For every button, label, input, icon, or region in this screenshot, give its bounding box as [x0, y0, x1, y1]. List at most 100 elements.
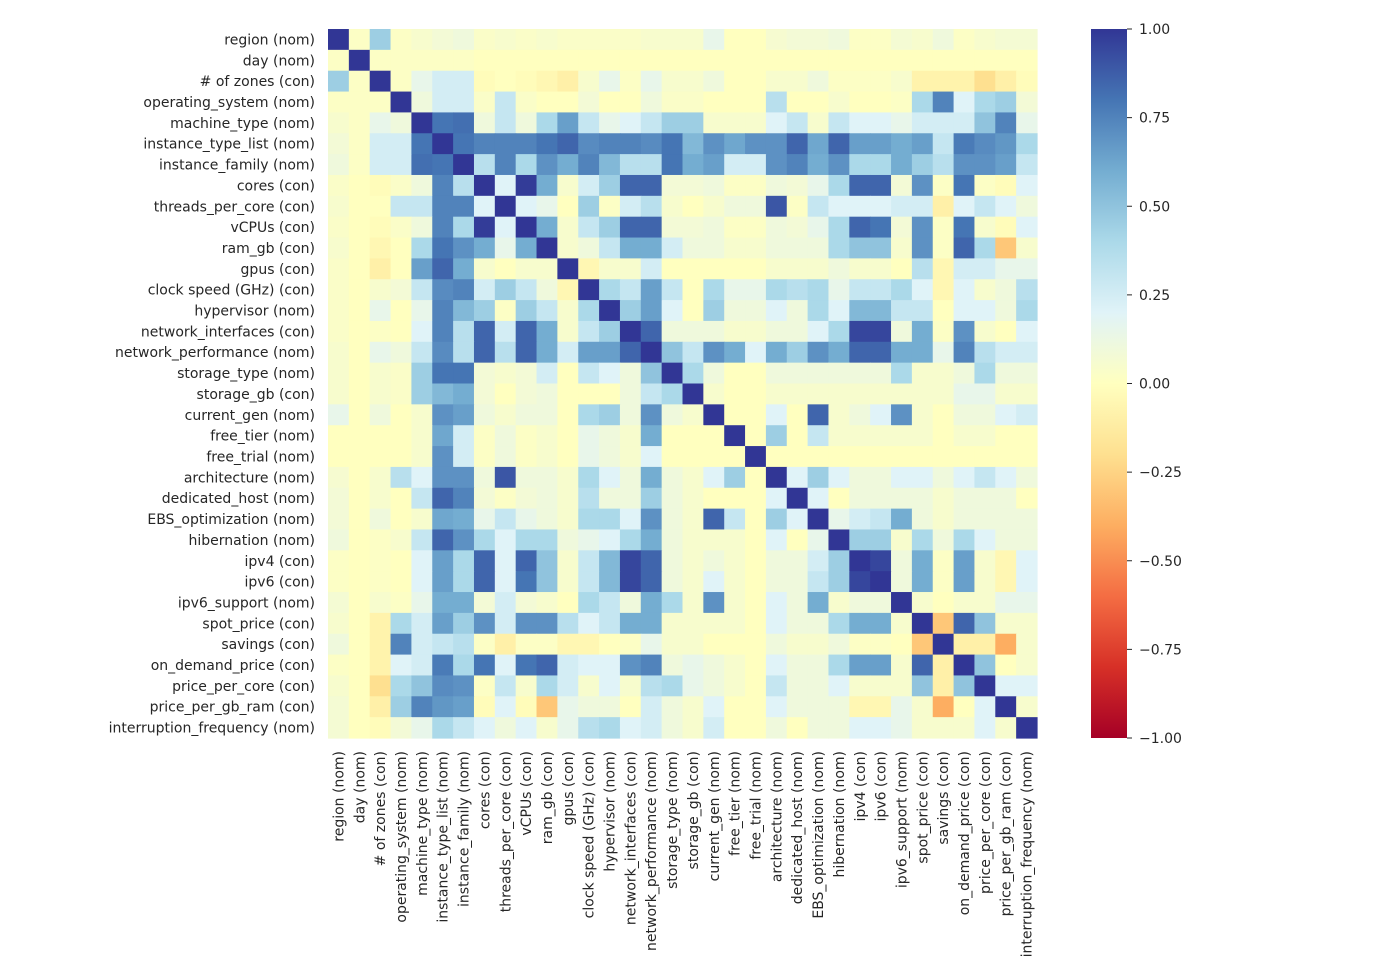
row-tick-label: EBS_optimization (nom) [147, 512, 315, 528]
heatmap-cell [912, 696, 933, 717]
heatmap-cell [328, 655, 349, 676]
heatmap-cell [766, 404, 787, 425]
heatmap-cell [516, 279, 537, 300]
heatmap-cell [995, 112, 1016, 133]
heatmap-cell [620, 175, 641, 196]
heatmap-cell [828, 404, 849, 425]
heatmap-cell [620, 717, 641, 738]
heatmap-cell [870, 50, 891, 71]
row-tick-label: threads_per_core (con) [154, 199, 315, 215]
heatmap-cell [787, 696, 808, 717]
heatmap-cell [891, 175, 912, 196]
heatmap-cell [411, 112, 432, 133]
heatmap-cell [703, 258, 724, 279]
heatmap-cell [453, 488, 474, 509]
column-tick-label: free_tier (nom) [728, 751, 744, 856]
heatmap-cell [787, 717, 808, 738]
heatmap-cell [808, 238, 829, 259]
heatmap-cell [391, 613, 412, 634]
heatmap-cell [599, 279, 620, 300]
heatmap-cell [870, 29, 891, 50]
heatmap-cell [870, 279, 891, 300]
heatmap-cell [578, 655, 599, 676]
heatmap-cell [328, 488, 349, 509]
heatmap-cell [766, 425, 787, 446]
heatmap-cell [557, 217, 578, 238]
heatmap-cell [787, 655, 808, 676]
heatmap-cell [745, 217, 766, 238]
heatmap-cell [411, 342, 432, 363]
heatmap-cell [891, 571, 912, 592]
heatmap-cell [537, 634, 558, 655]
heatmap-cell [411, 154, 432, 175]
heatmap-cell [662, 613, 683, 634]
heatmap-cell [891, 154, 912, 175]
heatmap-cell [662, 258, 683, 279]
heatmap-cell [912, 488, 933, 509]
heatmap-cell [995, 529, 1016, 550]
heatmap-cell [954, 592, 975, 613]
heatmap-cell [724, 279, 745, 300]
heatmap-cell [849, 717, 870, 738]
heatmap-cell [1016, 384, 1037, 405]
heatmap-cell [578, 217, 599, 238]
heatmap-cell [349, 238, 370, 259]
heatmap-cell [411, 238, 432, 259]
heatmap-cell [557, 238, 578, 259]
heatmap-cell [849, 404, 870, 425]
heatmap-cell [933, 488, 954, 509]
heatmap-cell [599, 92, 620, 113]
heatmap-cell [662, 279, 683, 300]
heatmap-cell [808, 404, 829, 425]
heatmap-cell [891, 279, 912, 300]
heatmap-cell [933, 613, 954, 634]
heatmap-cell [328, 696, 349, 717]
heatmap-cell [662, 175, 683, 196]
heatmap-cell [328, 50, 349, 71]
heatmap-cell [683, 363, 704, 384]
heatmap-cell [849, 550, 870, 571]
heatmap-cell [453, 300, 474, 321]
heatmap-cell [453, 342, 474, 363]
heatmap-cell [974, 92, 995, 113]
heatmap-cell [745, 342, 766, 363]
heatmap-cell [891, 446, 912, 467]
heatmap-cell [828, 154, 849, 175]
heatmap-cell [516, 384, 537, 405]
heatmap-cell [578, 571, 599, 592]
heatmap-cell [745, 175, 766, 196]
heatmap-cell [349, 175, 370, 196]
heatmap-cell [870, 321, 891, 342]
column-tick-label: day (nom) [352, 751, 368, 823]
heatmap-cell [453, 717, 474, 738]
heatmap-cell [849, 154, 870, 175]
heatmap-cell [391, 92, 412, 113]
heatmap-cell [620, 550, 641, 571]
heatmap-cell [557, 675, 578, 696]
heatmap-cell [620, 696, 641, 717]
heatmap-cell [516, 112, 537, 133]
heatmap-cell [766, 592, 787, 613]
heatmap-cell [703, 384, 724, 405]
heatmap-cell [787, 446, 808, 467]
heatmap-cell [620, 50, 641, 71]
heatmap-cell [974, 571, 995, 592]
heatmap-cell [828, 675, 849, 696]
heatmap-cell [370, 425, 391, 446]
heatmap-cell [724, 238, 745, 259]
heatmap-cell [954, 404, 975, 425]
heatmap-cell [495, 29, 516, 50]
heatmap-cell [432, 488, 453, 509]
heatmap-cell [474, 92, 495, 113]
heatmap-cell [870, 592, 891, 613]
heatmap-cell [808, 509, 829, 530]
heatmap-cell [891, 300, 912, 321]
heatmap-cell [599, 550, 620, 571]
heatmap-cell [1016, 71, 1037, 92]
heatmap-cell [933, 425, 954, 446]
heatmap-cell [557, 655, 578, 676]
heatmap-cell [870, 404, 891, 425]
heatmap-cell [516, 217, 537, 238]
heatmap-cell [828, 529, 849, 550]
heatmap-cell [933, 321, 954, 342]
